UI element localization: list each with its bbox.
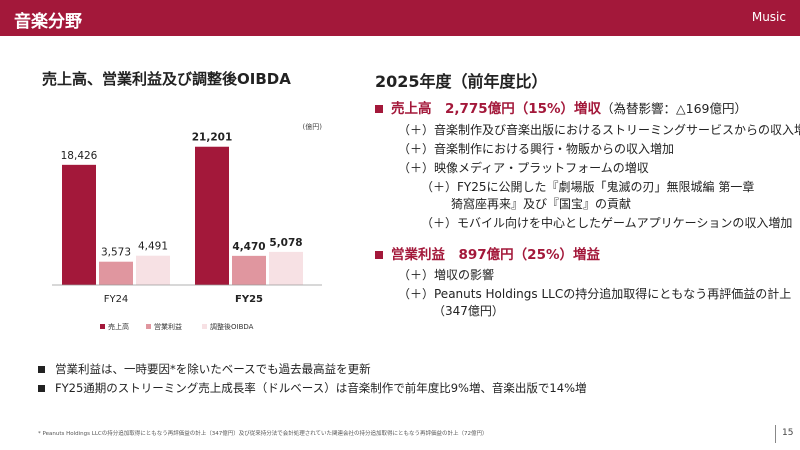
legend-label: 営業利益 xyxy=(154,322,182,331)
bar-fy25-2 xyxy=(269,251,303,285)
legend-swatch xyxy=(202,324,207,329)
data-label: 5,078 xyxy=(269,237,302,249)
unit-label: (億円) xyxy=(303,122,323,131)
bullet-square-icon xyxy=(38,366,45,373)
page-number: 15 xyxy=(782,428,794,438)
note-row: 営業利益は、一時要因*を除いたベースでも過去最高益を更新 xyxy=(38,361,371,377)
note-text: 営業利益は、一時要因*を除いたベースでも過去最高益を更新 xyxy=(55,362,371,376)
note-text: FY25通期のストリーミング売上成長率（ドルベース）は音楽制作で前年度比9%増、… xyxy=(55,381,587,395)
summary-section-title: 2025年度（前年度比） xyxy=(375,72,548,91)
data-label: 4,470 xyxy=(232,241,265,253)
op-item-cont: （347億円） xyxy=(433,304,504,318)
op-item: （＋）増収の影響 xyxy=(398,268,495,282)
data-label: 18,426 xyxy=(61,150,98,162)
bullet-square-icon xyxy=(375,251,383,259)
legend-label: 調整後OIBDA xyxy=(210,322,254,331)
sales-item: （＋）音楽制作及び音楽出版におけるストリーミングサービスからの収入増加 xyxy=(398,123,800,137)
bar-fy25-1 xyxy=(232,255,266,285)
sales-heading-row: 売上高 2,775億円（15%）増収（為替影響：△169億円） xyxy=(375,97,747,117)
op-heading: 営業利益 897億円（25%）増益 xyxy=(391,247,600,263)
legend-swatch xyxy=(146,324,151,329)
data-label: 4,491 xyxy=(138,241,168,253)
data-label: 3,573 xyxy=(101,247,131,259)
divider xyxy=(775,425,776,443)
bullet-square-icon xyxy=(38,385,45,392)
bullet-square-icon xyxy=(375,105,383,113)
data-label: 21,201 xyxy=(192,132,233,144)
fx-impact-note: （為替影響：△169億円） xyxy=(601,101,747,116)
bar-fy24-0 xyxy=(62,164,96,285)
page-title: 音楽分野 xyxy=(14,12,82,32)
legend-swatch xyxy=(100,324,105,329)
sales-item: （＋）映像メディア・プラットフォームの増収 xyxy=(398,161,649,175)
bar-fy25-0 xyxy=(195,146,229,285)
sales-item: （＋）音楽制作における興行・物販からの収入増加 xyxy=(398,142,675,156)
bar-fy24-2 xyxy=(136,255,170,285)
note-row: FY25通期のストリーミング売上成長率（ドルベース）は音楽制作で前年度比9%増、… xyxy=(38,380,587,396)
header-bar: 音楽分野 Music xyxy=(0,0,800,36)
legend-label: 売上高 xyxy=(108,322,129,331)
bar-chart: (億円) 18,426 3,573 4,491 FY24 21,201 4,470 5,078… xyxy=(52,122,323,331)
sales-subitem: （＋）FY25に公開した『劇場版「鬼滅の刃」無限城編 第一章 xyxy=(421,180,755,194)
op-heading-row: 営業利益 897億円（25%）増益 xyxy=(375,243,600,263)
category-label: FY25 xyxy=(235,294,263,305)
bar-fy24-1 xyxy=(99,261,133,285)
op-item: （＋）Peanuts Holdings LLCの持分追加取得にともなう再評価益の… xyxy=(398,287,792,301)
chart-section-title: 売上高、営業利益及び調整後OIBDA xyxy=(42,70,291,88)
sales-heading: 売上高 2,775億円（15%）増収 xyxy=(391,101,602,117)
footnote: * Peanuts Holdings LLCの持分追加取得にともなう再評価益の計… xyxy=(38,431,488,437)
sales-subitem-cont: 猗窩座再来』及び『国宝』の貢献 xyxy=(451,197,632,211)
segment-tag: Music xyxy=(751,10,786,24)
sales-subitem: （＋）モバイル向けを中心としたゲームアプリケーションの収入増加 xyxy=(421,216,793,230)
category-label: FY24 xyxy=(104,294,129,305)
